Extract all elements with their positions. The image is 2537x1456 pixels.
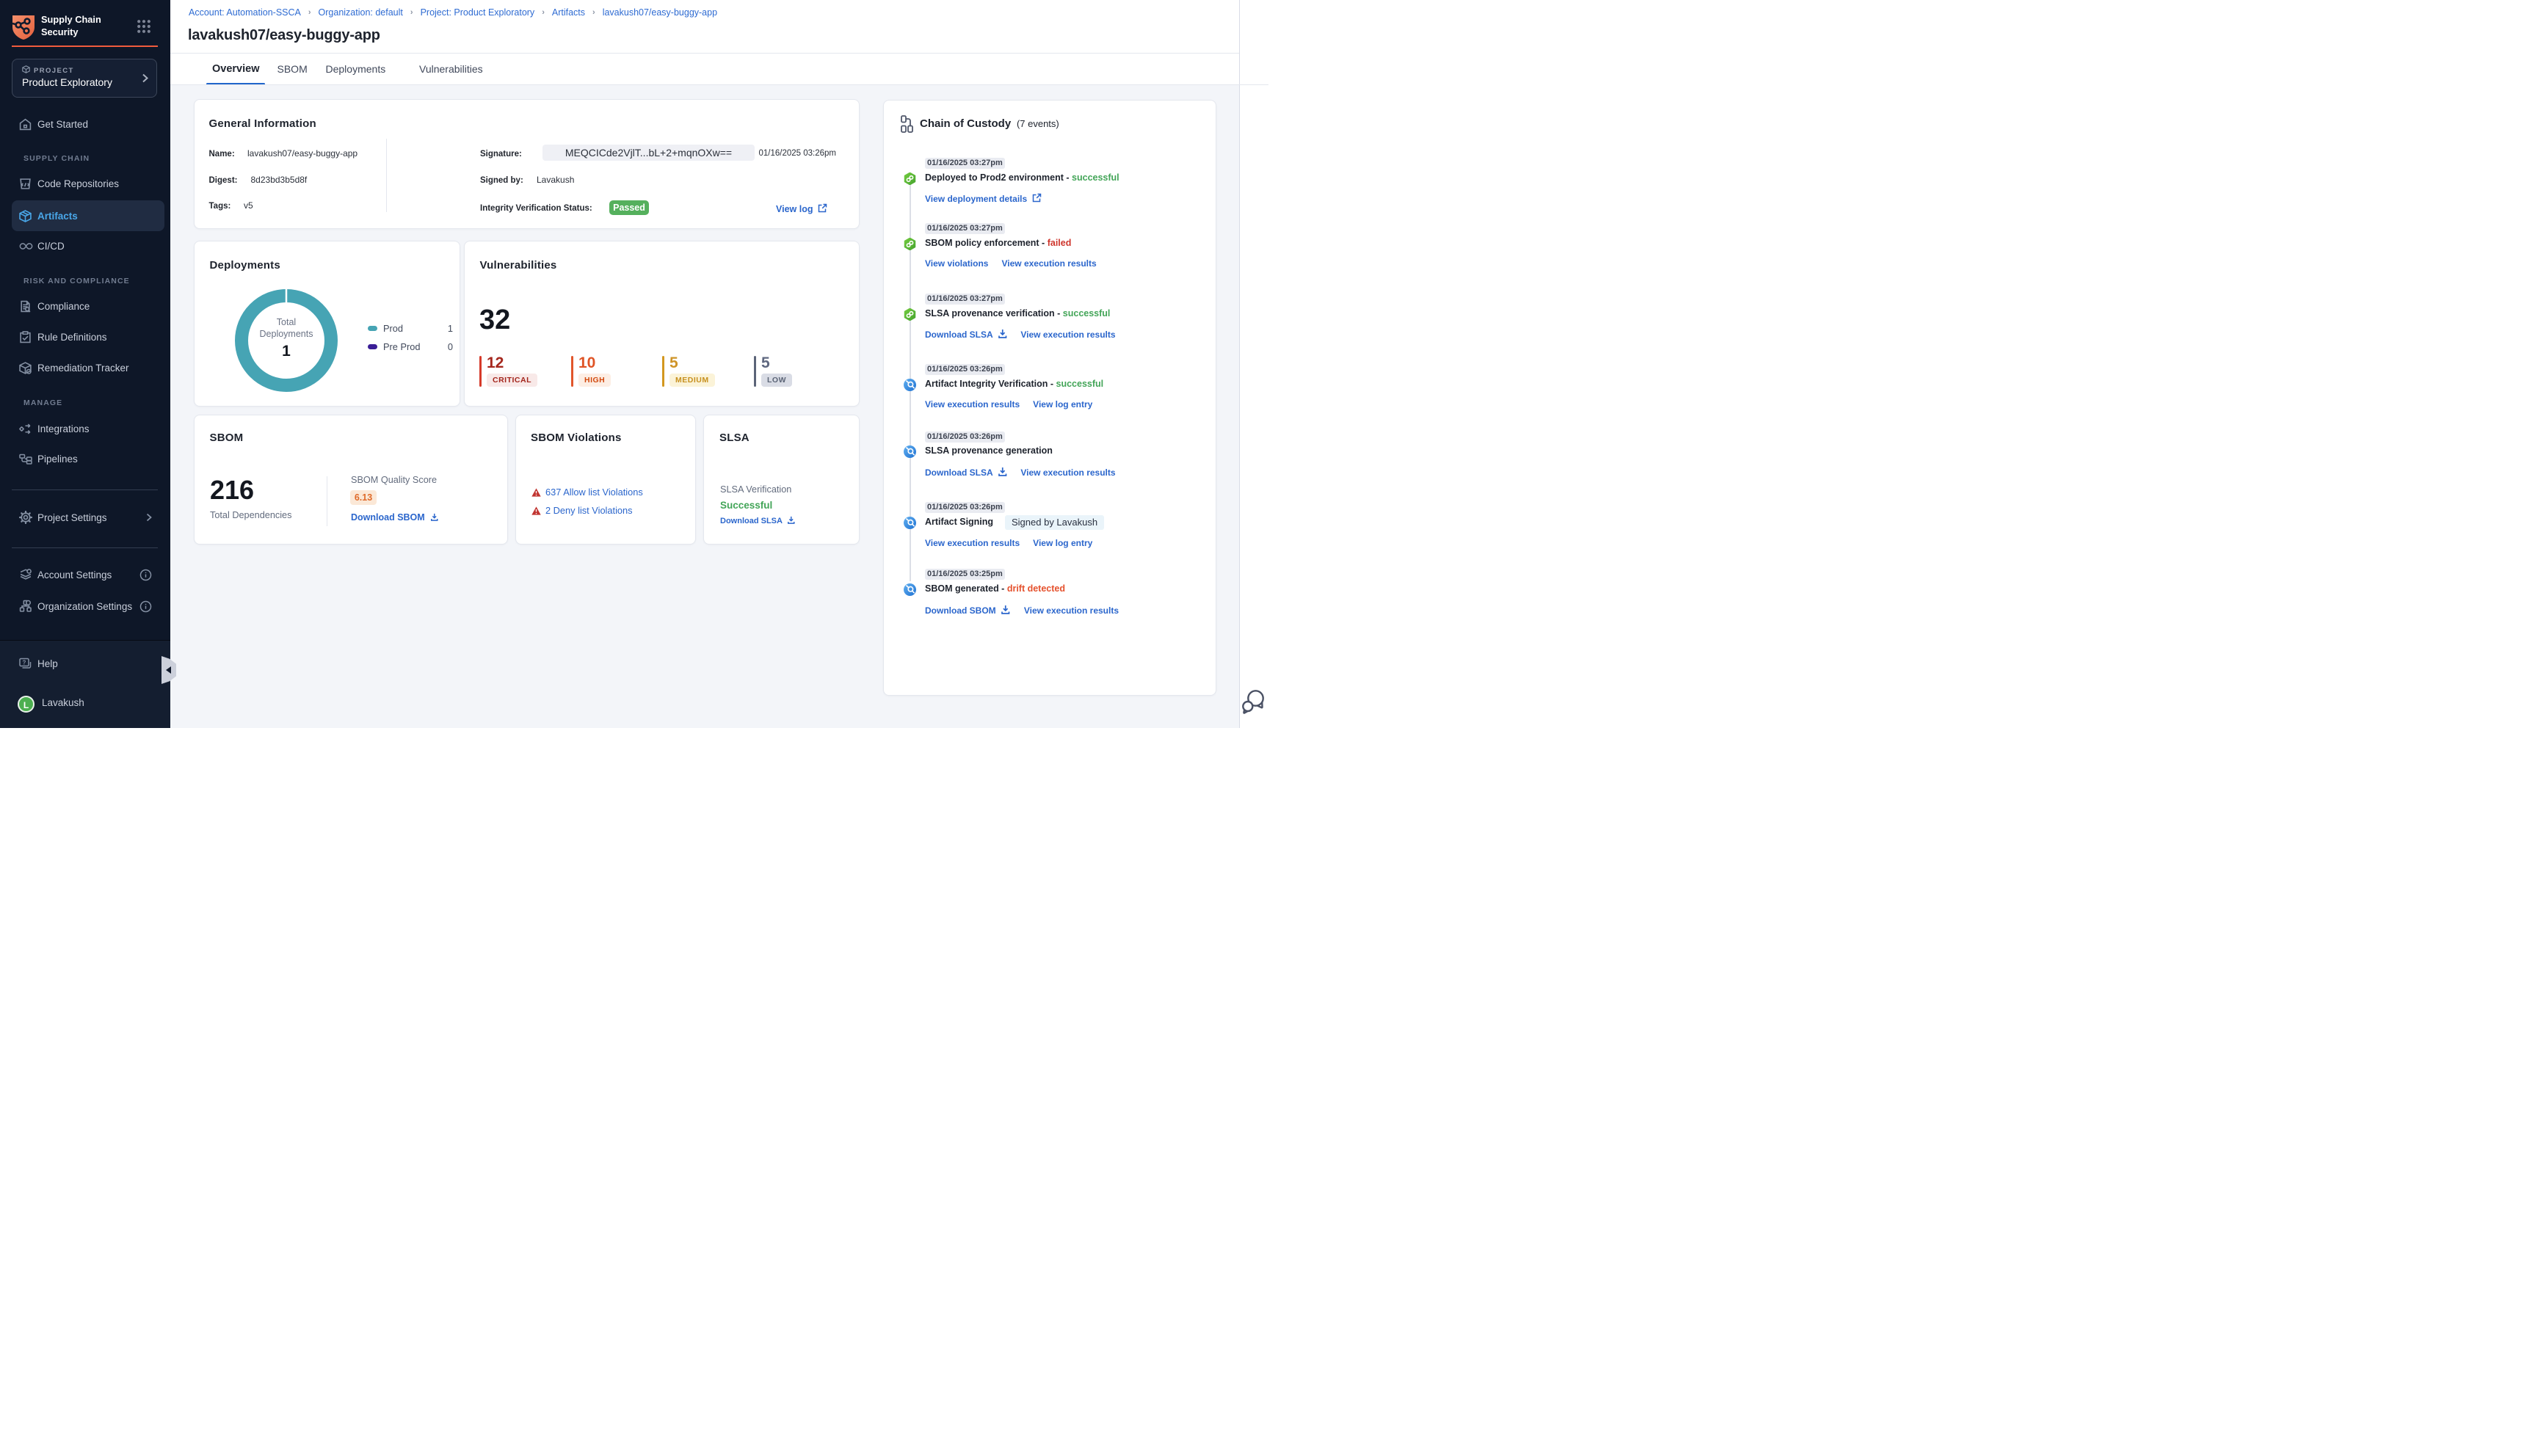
svg-text:?: ? [23,659,26,666]
